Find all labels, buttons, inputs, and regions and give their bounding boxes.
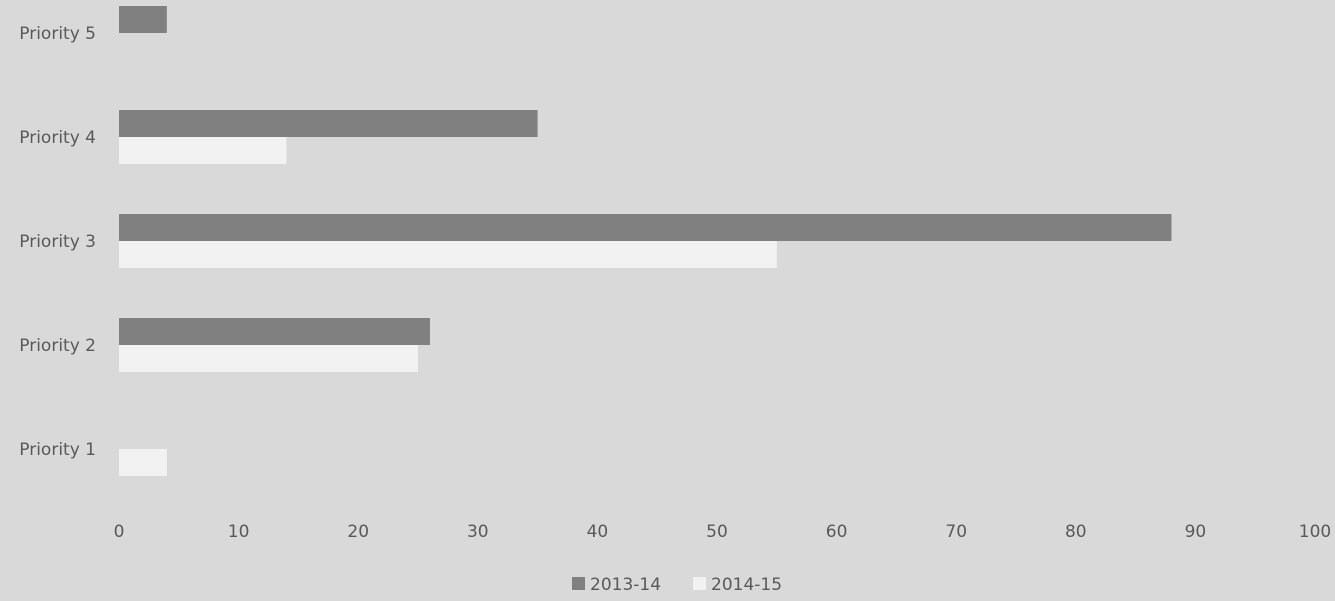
category-label: Priority 4 bbox=[19, 128, 96, 148]
x-axis-ticks: 0 10 20 30 40 50 60 70 80 90 100 bbox=[114, 522, 1332, 542]
x-tick-label: 80 bbox=[1065, 522, 1087, 542]
category-label: Priority 1 bbox=[19, 440, 96, 460]
x-tick-label: 40 bbox=[587, 522, 609, 542]
x-tick-label: 20 bbox=[347, 522, 369, 542]
bar-2014-15-priority-4 bbox=[119, 137, 287, 164]
x-tick-label: 100 bbox=[1299, 522, 1331, 542]
bar-2013-14-priority-3 bbox=[119, 214, 1172, 241]
x-tick-label: 90 bbox=[1185, 522, 1207, 542]
legend-label: 2014-15 bbox=[711, 575, 782, 595]
category-label: Priority 2 bbox=[19, 336, 96, 356]
legend-swatch bbox=[572, 577, 585, 590]
legend-item: 2013-14 bbox=[572, 575, 661, 595]
bar-2014-15-priority-3 bbox=[119, 241, 777, 268]
bar-2013-14-priority-5 bbox=[119, 6, 167, 33]
x-tick-label: 50 bbox=[706, 522, 728, 542]
bar-2013-14-priority-4 bbox=[119, 110, 538, 137]
category-label: Priority 3 bbox=[19, 232, 96, 252]
x-tick-label: 60 bbox=[826, 522, 848, 542]
x-tick-label: 30 bbox=[467, 522, 489, 542]
bars-group bbox=[119, 6, 1172, 476]
legend-swatch bbox=[693, 577, 706, 590]
x-tick-label: 10 bbox=[228, 522, 250, 542]
x-tick-label: 70 bbox=[945, 522, 967, 542]
legend: 2013-14 2014-15 bbox=[572, 575, 782, 595]
bar-2014-15-priority-2 bbox=[119, 345, 418, 372]
bar-2013-14-priority-2 bbox=[119, 318, 430, 345]
x-tick-label: 0 bbox=[114, 522, 125, 542]
legend-label: 2013-14 bbox=[590, 575, 661, 595]
bar-2014-15-priority-1 bbox=[119, 449, 167, 476]
category-labels: Priority 1 Priority 2 Priority 3 Priority 4… bbox=[19, 24, 96, 460]
legend-item: 2014-15 bbox=[693, 575, 782, 595]
category-label: Priority 5 bbox=[19, 24, 96, 44]
